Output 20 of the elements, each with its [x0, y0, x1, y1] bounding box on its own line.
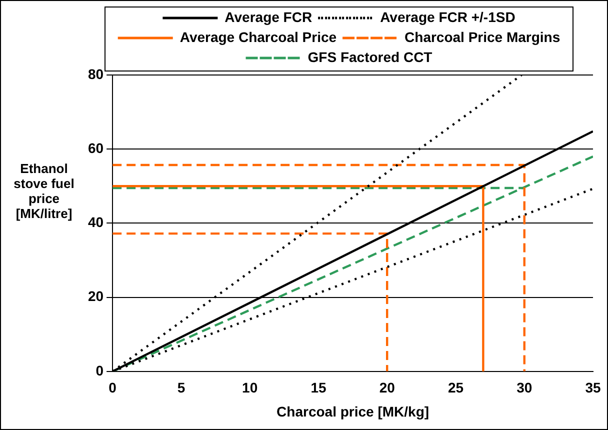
y-axis-title: Ethanol stove fuel price [MK/litre]: [12, 161, 76, 221]
legend-label: Average Charcoal Price: [180, 28, 337, 45]
legend-label: Average FCR: [224, 8, 312, 25]
x-axis-title: Charcoal price [MK/kg]: [276, 403, 430, 420]
x-tick-label: 30: [516, 380, 532, 396]
x-tick-label: 25: [448, 380, 464, 396]
legend-label: Charcoal Price Margins: [404, 28, 560, 45]
y-tick-label: 60: [88, 140, 104, 156]
y-tick-label: 20: [88, 288, 104, 304]
x-tick-label: 20: [379, 380, 396, 396]
x-tick-label: 35: [585, 380, 601, 396]
x-tick-label: 5: [177, 380, 186, 396]
x-tick-label: 15: [310, 380, 326, 396]
x-tick-label: 10: [242, 380, 258, 396]
legend-label: Average FCR +/-1SD: [380, 8, 516, 25]
y-tick-label: 80: [88, 66, 104, 82]
x-tick-label: 0: [108, 380, 117, 396]
y-tick-label: 0: [96, 362, 104, 378]
legend-label: GFS Factored CCT: [308, 48, 433, 65]
y-tick-label: 40: [88, 214, 104, 230]
